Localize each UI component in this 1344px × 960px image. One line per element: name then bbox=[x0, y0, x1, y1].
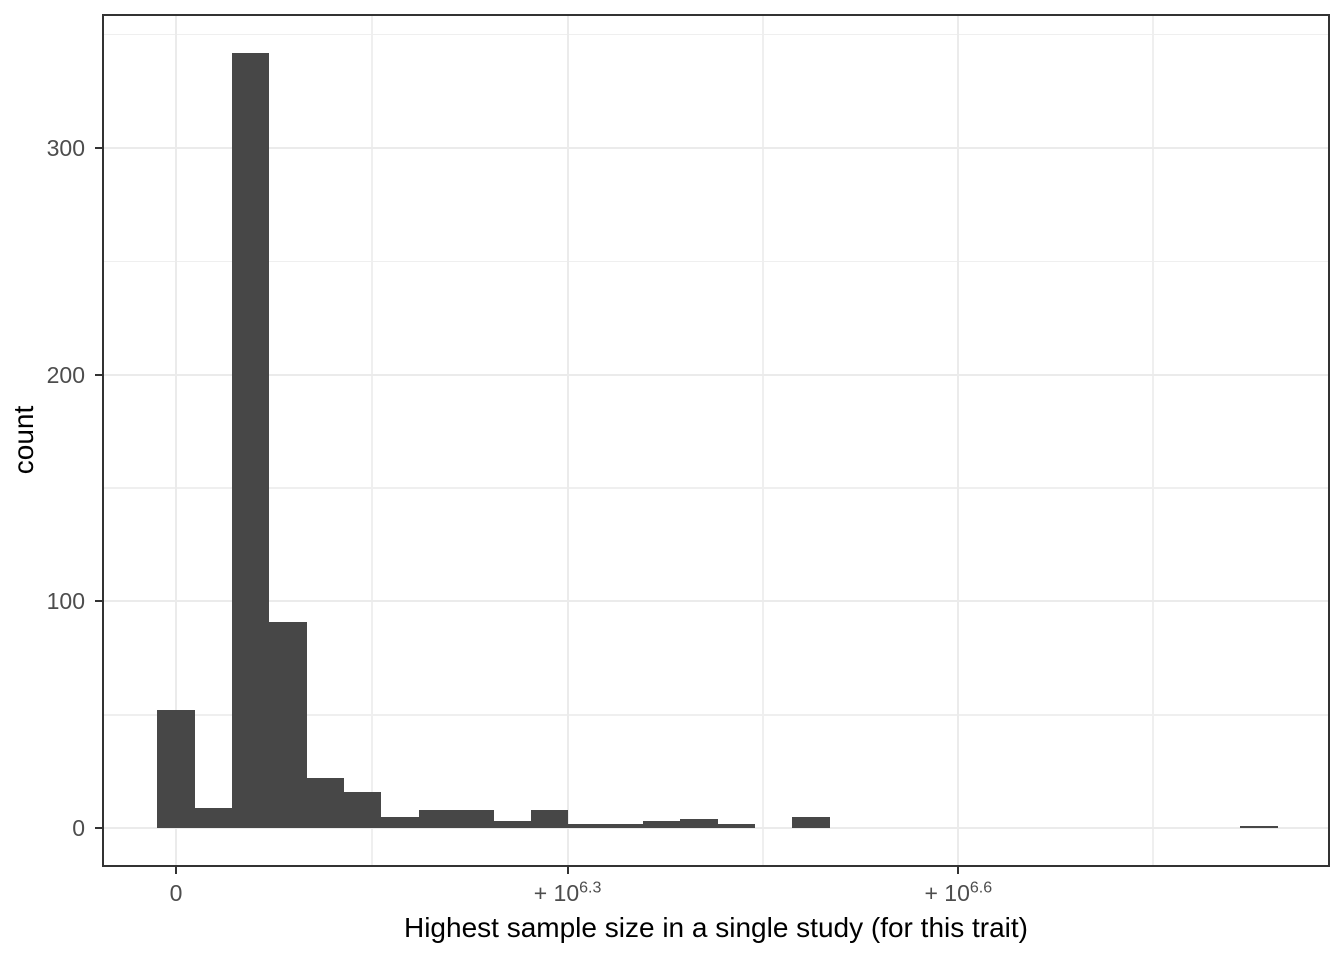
gridline-x-major bbox=[566, 14, 569, 867]
histogram-bar bbox=[194, 807, 233, 829]
gridline-x-minor bbox=[371, 14, 373, 867]
histogram-bar bbox=[306, 778, 345, 829]
histogram-bar bbox=[568, 823, 606, 829]
histogram-bar bbox=[231, 52, 270, 829]
bars-layer bbox=[102, 14, 1330, 867]
gridline-x-major bbox=[957, 14, 960, 867]
histogram-bar bbox=[343, 791, 382, 829]
y-axis-title: count bbox=[8, 405, 39, 475]
histogram-bar bbox=[456, 810, 494, 829]
y-tick-mark bbox=[95, 600, 102, 603]
gridline-y-major bbox=[102, 373, 1330, 376]
histogram-bar bbox=[717, 823, 755, 829]
gridline-x-major bbox=[175, 14, 178, 867]
y-tick-mark bbox=[95, 373, 102, 376]
histogram-bar bbox=[493, 821, 531, 829]
plot-panel bbox=[102, 14, 1330, 867]
x-tick-label: + 106.3 bbox=[533, 879, 602, 906]
histogram-bar bbox=[605, 823, 643, 829]
gridline-x-minor bbox=[762, 14, 764, 867]
gridline-y-minor bbox=[102, 487, 1330, 489]
histogram-bar bbox=[269, 621, 307, 829]
x-tick-label: 0 bbox=[169, 880, 183, 906]
histogram-bar bbox=[418, 810, 457, 829]
y-tick-label: 300 bbox=[46, 135, 85, 161]
y-tick-label: 200 bbox=[46, 361, 85, 388]
y-tick-label: 0 bbox=[72, 815, 85, 842]
histogram-bar bbox=[792, 816, 830, 829]
x-tick-mark bbox=[566, 867, 569, 874]
gridline-x-minor bbox=[1152, 14, 1154, 867]
gridline-y-minor bbox=[102, 714, 1330, 716]
y-tick-mark bbox=[95, 147, 102, 149]
gridline-y-major bbox=[102, 600, 1330, 603]
x-axis-title: Highest sample size in a single study (f… bbox=[403, 912, 1029, 943]
x-tick-mark bbox=[957, 867, 960, 874]
gridline-y-minor bbox=[102, 260, 1330, 263]
gridline-y-major bbox=[102, 147, 1330, 149]
y-tick-mark bbox=[95, 827, 102, 830]
histogram-bar bbox=[381, 816, 419, 829]
histogram-bar bbox=[1240, 826, 1278, 829]
y-tick-label: 100 bbox=[46, 588, 85, 615]
histogram-bar bbox=[530, 810, 569, 829]
histogram-bar bbox=[680, 819, 718, 829]
x-tick-label: + 106.6 bbox=[924, 879, 993, 906]
histogram-bar bbox=[642, 821, 681, 829]
histogram-bar bbox=[157, 710, 195, 829]
gridline-y-minor bbox=[102, 33, 1330, 36]
x-tick-mark bbox=[175, 867, 178, 874]
